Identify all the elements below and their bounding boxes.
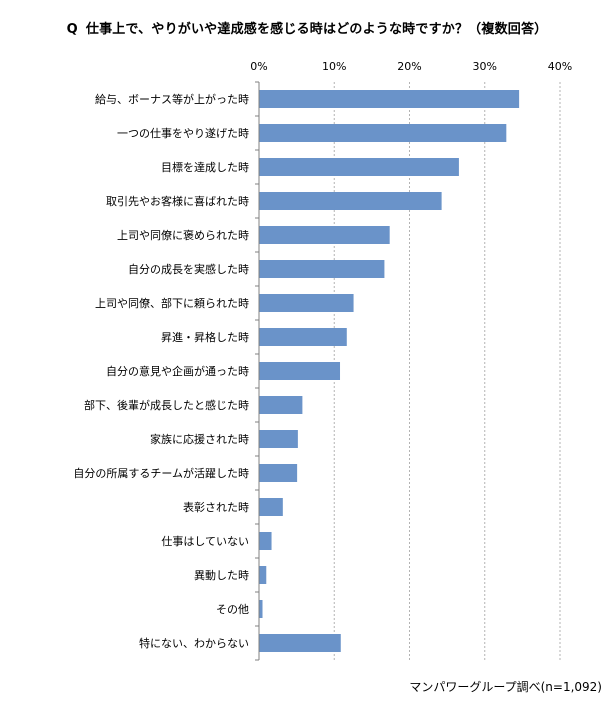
category-label: 目標を達成した時: [161, 160, 249, 174]
category-label: 特にない、わからない: [139, 636, 249, 650]
bar: [259, 226, 390, 244]
bar: [259, 192, 442, 210]
bar: [259, 260, 385, 278]
x-tick-label: 30%: [473, 60, 497, 73]
source-note: マンパワーグループ調べ(n=1,092): [409, 680, 602, 694]
x-tick-label: 20%: [397, 60, 421, 73]
bar: [259, 396, 303, 414]
category-label: 表彰された時: [183, 500, 249, 514]
bar: [259, 158, 459, 176]
category-label: 取引先やお客様に喜ばれた時: [106, 194, 249, 208]
x-tick-label: 0%: [250, 60, 267, 73]
category-label: 上司や同僚、部下に頼られた時: [95, 296, 249, 310]
category-label: 自分の成長を実感した時: [128, 262, 249, 276]
category-label: 自分の所属するチームが活躍した時: [73, 466, 249, 480]
question-text: 仕事上で、やりがいや達成感を感じる時はどのような時ですか？（複数回答）: [85, 22, 548, 37]
category-label: 一つの仕事をやり遂げた時: [117, 126, 249, 140]
bar: [259, 600, 263, 618]
bar: [259, 90, 520, 108]
category-label: 部下、後輩が成長したと感じた時: [84, 398, 249, 412]
question-marker: Q: [66, 22, 78, 37]
x-tick-label: 40%: [548, 60, 572, 73]
bar: [259, 532, 272, 550]
bar: [259, 464, 298, 482]
category-label: 給与、ボーナス等が上がった時: [95, 92, 249, 106]
bar: [259, 430, 298, 448]
bar: [259, 634, 341, 652]
bar: [259, 124, 507, 142]
category-label: 自分の意見や企画が通った時: [106, 364, 249, 378]
bar: [259, 498, 283, 516]
bar: [259, 328, 347, 346]
category-label: その他: [216, 603, 249, 616]
category-label: 異動した時: [194, 568, 249, 582]
bar: [259, 294, 354, 312]
category-label: 上司や同僚に褒められた時: [117, 228, 249, 242]
category-label: 昇進・昇格した時: [161, 330, 249, 344]
chart-title: Q 仕事上で、やりがいや達成感を感じる時はどのような時ですか？（複数回答）: [0, 18, 614, 37]
bar: [259, 566, 267, 584]
category-label: 家族に応援された時: [150, 432, 249, 446]
category-label: 仕事はしていない: [161, 535, 249, 548]
bar: [259, 362, 341, 380]
x-tick-label: 10%: [322, 60, 346, 73]
